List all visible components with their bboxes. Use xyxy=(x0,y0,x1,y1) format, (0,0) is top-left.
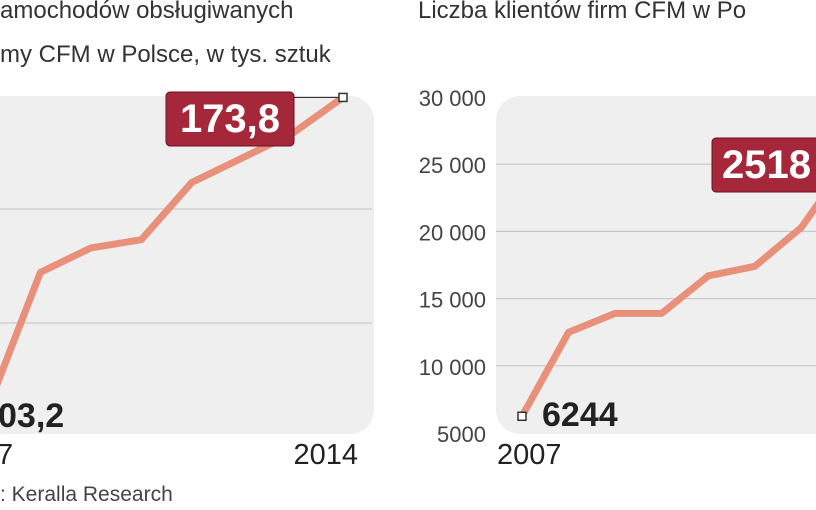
left-chart-title-line1: amochodów obsługiwanych xyxy=(0,0,294,24)
right-start-marker xyxy=(517,411,527,422)
right-y-tick-0: 5000 xyxy=(437,422,486,447)
left-chart-title-line2: my CFM w Polsce, w tys. sztuk xyxy=(0,41,331,68)
left-chart: 173,8 03,2 7 2014 xyxy=(0,91,374,471)
right-end-callout-box xyxy=(711,137,816,193)
left-end-marker xyxy=(338,92,348,103)
left-x-tick-0: 7 xyxy=(0,439,13,471)
left-plot-area xyxy=(0,96,374,434)
right-y-tick-1: 10 000 xyxy=(419,355,486,380)
right-series-line xyxy=(518,200,816,420)
right-y-tick-4: 25 000 xyxy=(419,153,486,178)
right-start-value-label: 6244 xyxy=(542,396,618,434)
right-y-tick-5: 30 000 xyxy=(419,86,486,111)
right-chart-title: Liczba klientów firm CFM w Po xyxy=(418,0,747,24)
left-x-tick-1: 2014 xyxy=(293,439,358,471)
right-end-value-label: 2518 xyxy=(722,143,811,187)
right-y-tick-3: 20 000 xyxy=(419,220,486,245)
source-note: : Keralla Research xyxy=(0,483,173,506)
left-start-value-label: 03,2 xyxy=(0,397,64,435)
right-y-tick-2: 15 000 xyxy=(419,288,486,313)
left-end-callout-box xyxy=(165,91,295,147)
left-end-value-label: 173,8 xyxy=(180,97,280,141)
right-chart: 5000 10 000 15 000 20 000 25 000 30 000 6244 25… xyxy=(419,86,816,471)
right-x-tick-0: 2007 xyxy=(497,439,562,471)
